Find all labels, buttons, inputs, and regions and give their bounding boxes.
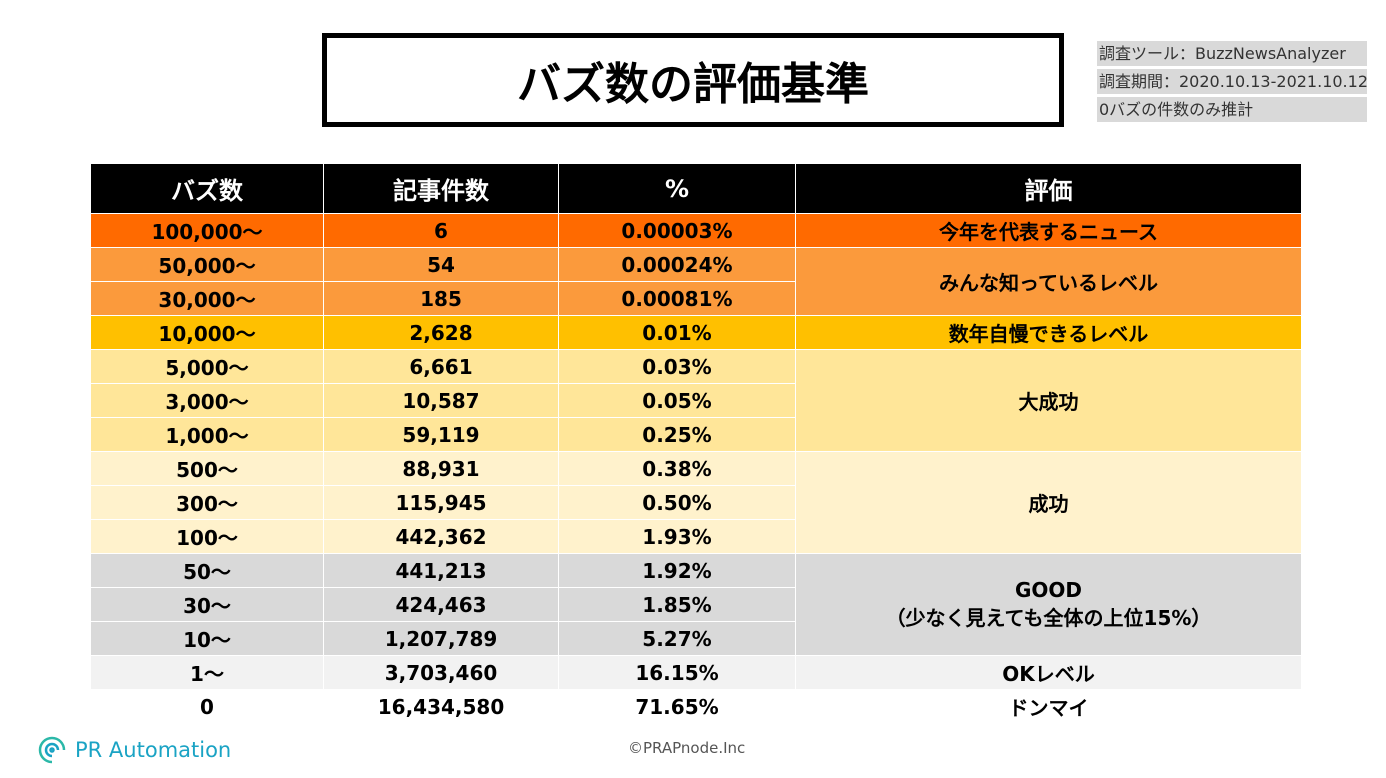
cell-buzz: 10〜 <box>90 621 324 656</box>
cell-evaluation: みんな知っているレベル <box>795 247 1302 316</box>
cell-count: 424,463 <box>323 587 559 622</box>
cell-pct: 1.93% <box>558 519 796 554</box>
cell-count: 6 <box>323 213 559 248</box>
cell-count: 59,119 <box>323 417 559 452</box>
pr-automation-logo: PR Automation <box>37 734 231 766</box>
survey-notes: 調査ツール：BuzzNewsAnalyzer 調査期間：2020.10.13-2… <box>1097 41 1368 125</box>
cell-buzz: 10,000〜 <box>90 315 324 350</box>
header-percent: % <box>558 163 796 214</box>
cell-buzz: 300〜 <box>90 485 324 520</box>
cell-count: 1,207,789 <box>323 621 559 656</box>
cell-buzz: 50〜 <box>90 553 324 588</box>
cell-buzz: 5,000〜 <box>90 349 324 384</box>
header-evaluation: 評価 <box>795 163 1302 214</box>
cell-pct: 0.50% <box>558 485 796 520</box>
cell-pct: 0.01% <box>558 315 796 350</box>
cell-buzz: 30,000〜 <box>90 281 324 316</box>
cell-count: 185 <box>323 281 559 316</box>
table-header: バズ数 記事件数 % 評価 <box>90 163 1302 214</box>
buzz-criteria-table: バズ数 記事件数 % 評価 100,000〜 6 0.00003% 今年を代表するニュ… <box>90 163 1302 724</box>
cell-buzz: 500〜 <box>90 451 324 486</box>
table-row: 100,000〜 6 0.00003% 今年を代表するニュース <box>90 213 1302 248</box>
evaluation-label: 成功 <box>1028 492 1069 516</box>
evaluation-label: OKレベル <box>1002 662 1095 686</box>
table-row: 5,000〜 6,661 0.03% 大成功 <box>90 349 1302 452</box>
table-row: 50,000〜 54 0.00024% みんな知っているレベル <box>90 247 1302 316</box>
evaluation-label: ドンマイ <box>1008 696 1089 720</box>
cell-buzz: 100〜 <box>90 519 324 554</box>
table-row: 1〜 3,703,460 16.15% OKレベル <box>90 655 1302 690</box>
cell-pct: 16.15% <box>558 655 796 690</box>
copyright: ©PRAPnode.Inc <box>628 739 746 757</box>
cell-buzz: 100,000〜 <box>90 213 324 248</box>
cell-evaluation: OKレベル <box>795 655 1302 690</box>
cell-count: 441,213 <box>323 553 559 588</box>
note-estimate: 0バズの件数のみ推計 <box>1097 97 1367 122</box>
evaluation-label: みんな知っているレベル <box>939 271 1158 295</box>
cell-count: 2,628 <box>323 315 559 350</box>
cell-count: 88,931 <box>323 451 559 486</box>
cell-pct: 0.00024% <box>558 247 796 282</box>
note-tool: 調査ツール：BuzzNewsAnalyzer <box>1097 41 1367 66</box>
cell-pct: 1.85% <box>558 587 796 622</box>
logo-icon <box>38 736 66 764</box>
cell-pct: 1.92% <box>558 553 796 588</box>
cell-buzz: 50,000〜 <box>90 247 324 282</box>
evaluation-label: 大成功 <box>1018 390 1079 414</box>
evaluation-label: GOOD <box>1014 578 1083 602</box>
cell-pct: 71.65% <box>558 689 796 724</box>
cell-evaluation: 大成功 <box>795 349 1302 452</box>
cell-count: 115,945 <box>323 485 559 520</box>
table-row: 10,000〜 2,628 0.01% 数年自慢できるレベル <box>90 315 1302 350</box>
table-row: 50〜 441,213 1.92% GOOD （少なく見えても全体の上位15%） <box>90 553 1302 656</box>
cell-buzz: 0 <box>90 689 324 724</box>
cell-evaluation: 数年自慢できるレベル <box>795 315 1302 350</box>
header-buzz: バズ数 <box>90 163 324 214</box>
evaluation-label: 今年を代表するニュース <box>939 220 1158 244</box>
cell-evaluation: 今年を代表するニュース <box>795 213 1302 248</box>
cell-pct: 0.25% <box>558 417 796 452</box>
cell-count: 3,703,460 <box>323 655 559 690</box>
cell-pct: 0.00003% <box>558 213 796 248</box>
cell-count: 6,661 <box>323 349 559 384</box>
table-row: 500〜 88,931 0.38% 成功 <box>90 451 1302 554</box>
evaluation-label: 数年自慢できるレベル <box>948 322 1149 346</box>
cell-pct: 5.27% <box>558 621 796 656</box>
cell-buzz: 1〜 <box>90 655 324 690</box>
table-row: 3,000〜 10,587 0.05% <box>90 383 1302 418</box>
cell-evaluation: GOOD （少なく見えても全体の上位15%） <box>795 553 1302 656</box>
logo-text: PR Automation <box>75 738 232 762</box>
page-title: バズ数の評価基準 <box>322 33 1064 127</box>
cell-count: 10,587 <box>323 383 559 418</box>
evaluation-note: （少なく見えても全体の上位15%） <box>885 606 1212 630</box>
cell-count: 16,434,580 <box>323 689 559 724</box>
note-period: 調査期間：2020.10.13-2021.10.12 <box>1097 69 1368 94</box>
cell-pct: 0.03% <box>558 349 796 384</box>
cell-pct: 0.38% <box>558 451 796 486</box>
cell-buzz: 1,000〜 <box>90 417 324 452</box>
header-count: 記事件数 <box>323 163 559 214</box>
table-row: 0 16,434,580 71.65% ドンマイ <box>90 689 1302 724</box>
cell-pct: 0.00081% <box>558 281 796 316</box>
cell-buzz: 30〜 <box>90 587 324 622</box>
cell-evaluation: ドンマイ <box>795 689 1302 724</box>
cell-count: 442,362 <box>323 519 559 554</box>
cell-pct: 0.05% <box>558 383 796 418</box>
cell-evaluation: 成功 <box>795 451 1302 554</box>
cell-count: 54 <box>323 247 559 282</box>
cell-buzz: 3,000〜 <box>90 383 324 418</box>
